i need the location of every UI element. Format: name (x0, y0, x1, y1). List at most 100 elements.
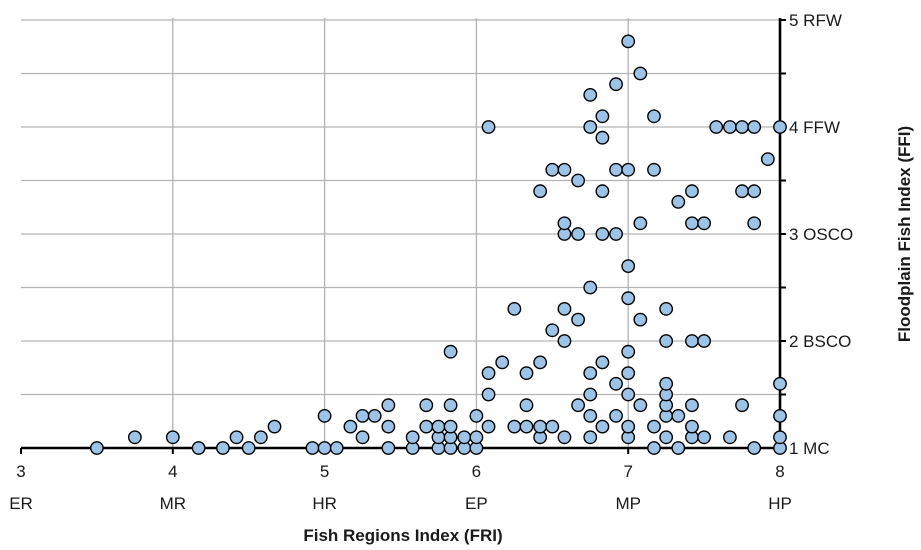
data-point (355, 430, 370, 445)
data-point (317, 441, 332, 455)
data-point (557, 334, 572, 348)
y-tick-label: 5 RFW (789, 11, 842, 30)
data-point (583, 430, 598, 445)
data-point (533, 184, 548, 199)
data-point (443, 419, 458, 434)
x-tick-label: 7 (623, 462, 632, 481)
y-tick-label: 1 MC (789, 439, 830, 458)
data-point (621, 259, 636, 273)
data-point (405, 430, 420, 445)
data-point (671, 194, 686, 209)
data-point (583, 408, 598, 423)
data-point (545, 419, 560, 434)
y-tick-label: 4 FFW (789, 118, 840, 137)
x-tick-label: 3 (16, 462, 25, 481)
data-point (557, 162, 572, 177)
data-point (381, 441, 396, 455)
data-point (647, 441, 661, 455)
data-point (267, 419, 282, 434)
data-point (127, 430, 142, 445)
data-point (609, 162, 623, 177)
data-point (685, 216, 699, 231)
data-point (685, 184, 699, 199)
x-tick-label: 5 (320, 462, 329, 481)
x-category-label: EP (465, 494, 488, 513)
data-point (747, 441, 762, 455)
data-point (317, 408, 332, 423)
data-point (215, 441, 230, 455)
data-point (519, 419, 534, 434)
data-point (557, 216, 572, 231)
data-point (595, 184, 610, 199)
data-point (229, 430, 244, 445)
data-point (519, 366, 534, 380)
x-axis-title: Fish Regions Index (FRI) (303, 526, 502, 545)
data-point (545, 162, 560, 177)
data-point (735, 120, 749, 134)
data-point (685, 398, 699, 413)
data-point (609, 77, 623, 92)
data-point (431, 419, 446, 434)
data-point (507, 301, 522, 316)
data-point (747, 184, 762, 199)
data-point (595, 227, 610, 241)
tick-labels: 3 ER 4 MR 5 HR 6 EP 7 MP 8 HP 1 MC 2 BSCO 3 OSCO 4 FFW 5… (9, 11, 853, 513)
data-point (773, 120, 787, 134)
x-category-label: ER (9, 494, 33, 513)
data-point (507, 419, 522, 434)
data-point (583, 280, 598, 295)
data-point (735, 184, 749, 199)
x-category-label: MP (615, 494, 641, 513)
data-point (557, 430, 572, 445)
data-point (609, 376, 623, 391)
data-point (621, 366, 636, 380)
data-point (381, 398, 396, 413)
data-point (595, 130, 610, 145)
data-point (443, 344, 458, 359)
data-point (697, 430, 711, 445)
data-point (583, 120, 598, 134)
data-point (305, 441, 320, 455)
data-point (723, 430, 737, 445)
data-point (583, 88, 598, 102)
data-point (747, 120, 762, 134)
data-point (90, 441, 104, 455)
data-point (647, 109, 661, 124)
data-point (545, 323, 560, 338)
data-point (469, 430, 484, 445)
data-point (609, 227, 623, 241)
data-point (633, 398, 648, 413)
data-point (723, 120, 737, 134)
x-category-label: HR (312, 494, 337, 513)
data-point (633, 312, 648, 327)
data-point (469, 408, 484, 423)
y-tick-label: 2 BSCO (789, 332, 851, 351)
data-point (571, 173, 586, 188)
data-point (557, 301, 572, 316)
data-point (519, 398, 534, 413)
x-category-label: MR (160, 494, 186, 513)
data-point (685, 419, 699, 434)
data-point (685, 334, 699, 348)
data-point (697, 334, 711, 348)
data-point (647, 419, 661, 434)
x-category-label: HP (768, 494, 792, 513)
data-point (595, 419, 610, 434)
data-point (760, 152, 775, 167)
data-point (533, 355, 548, 370)
data-point (443, 398, 458, 413)
data-point (481, 120, 496, 134)
data-point (419, 398, 434, 413)
data-point (343, 419, 358, 434)
data-point (735, 398, 749, 413)
data-point (633, 216, 648, 231)
data-point (329, 441, 344, 455)
axes (20, 18, 786, 454)
data-point (633, 66, 648, 81)
data-point (595, 355, 610, 370)
x-tick-label: 4 (168, 462, 177, 481)
data-point (253, 430, 268, 445)
data-point (659, 376, 674, 391)
data-point (621, 291, 636, 306)
data-point (571, 227, 586, 241)
